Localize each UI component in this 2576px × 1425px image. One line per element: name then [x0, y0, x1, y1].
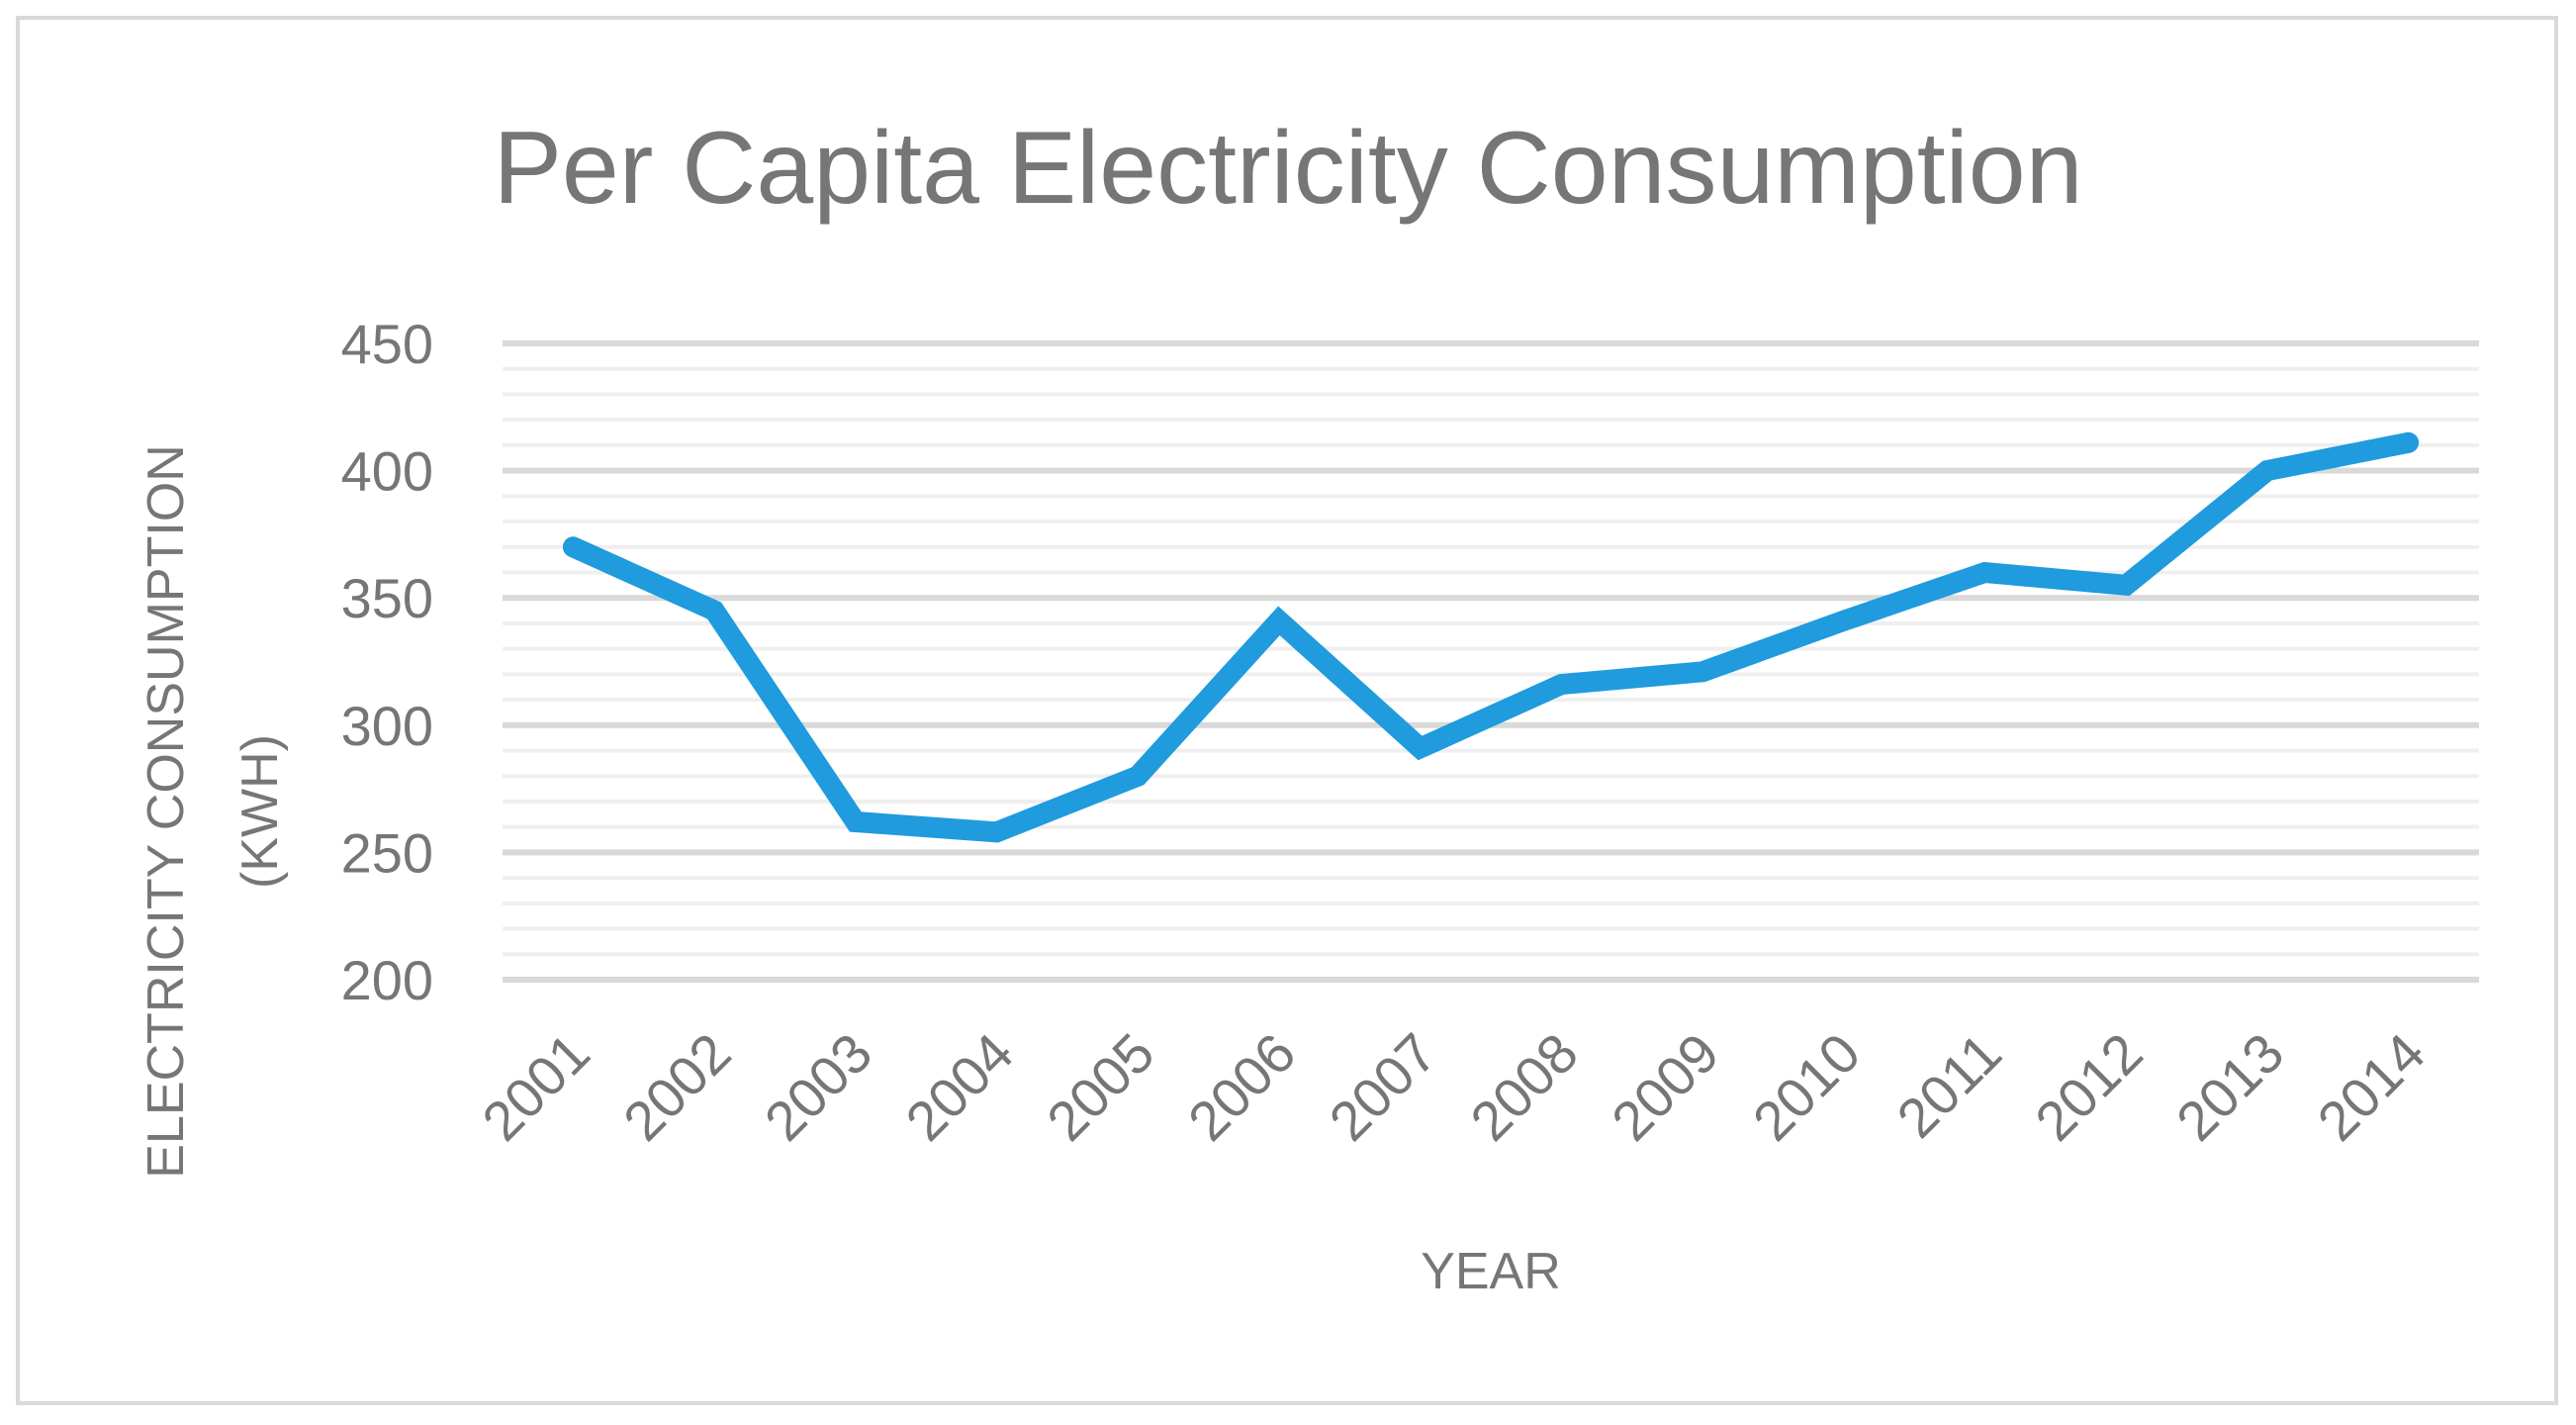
x-tick-label: 2003 — [753, 1021, 884, 1153]
y-axis-title-line-2: (KWH) — [231, 734, 289, 889]
chart-title: Per Capita Electricity Consumption — [494, 111, 2083, 226]
x-tick-label: 2006 — [1176, 1021, 1308, 1153]
y-tick-label: 200 — [341, 949, 433, 1011]
y-tick-label: 250 — [341, 821, 433, 884]
x-tick-label: 2004 — [893, 1021, 1025, 1153]
data-point — [854, 820, 857, 823]
data-point — [713, 610, 716, 613]
chart-frame — [16, 16, 2558, 1405]
x-tick-label: 2009 — [1600, 1021, 1731, 1153]
data-point — [572, 545, 575, 548]
data-point — [2407, 441, 2410, 444]
data-point — [1277, 619, 1280, 622]
x-tick-label: 2012 — [2023, 1021, 2155, 1153]
x-tick-label: 2001 — [470, 1021, 601, 1153]
x-tick-label: 2005 — [1035, 1021, 1166, 1153]
x-tick-label: 2013 — [2164, 1021, 2296, 1153]
series-layer — [562, 431, 2420, 843]
y-tick-label: 300 — [341, 695, 433, 757]
data-point — [1702, 670, 1704, 673]
y-axis-title-line-1: ELECTRICITY CONSUMPTION — [138, 444, 195, 1179]
y-axis-title: ELECTRICITY CONSUMPTION (KWH) — [138, 444, 289, 1179]
series-line — [562, 431, 2420, 843]
x-axis-ticks: 2001 2002 2003 2004 2005 2006 2007 2008 2009 2010… — [470, 1021, 2437, 1153]
x-tick-label: 2011 — [1885, 1021, 2013, 1150]
y-tick-label: 400 — [341, 440, 433, 503]
y-axis-ticks: 450 400 350 300 250 200 — [341, 313, 433, 1011]
y-tick-label: 350 — [341, 567, 433, 629]
x-axis-title: YEAR — [1421, 1243, 1561, 1300]
x-tick-label: 2002 — [611, 1021, 743, 1153]
x-tick-label: 2007 — [1317, 1021, 1448, 1153]
data-point — [1419, 746, 1422, 749]
x-tick-label: 2008 — [1458, 1021, 1590, 1153]
data-point — [1560, 683, 1563, 686]
data-point — [1842, 619, 1845, 622]
x-tick-label: 2010 — [1741, 1021, 1873, 1153]
data-point — [1983, 571, 1986, 574]
x-tick-label: 2014 — [2305, 1021, 2437, 1153]
data-point — [1137, 775, 1140, 778]
data-point — [995, 830, 998, 833]
y-tick-label: 450 — [341, 313, 433, 375]
data-point — [2265, 469, 2268, 472]
gridlines — [503, 340, 2479, 983]
data-point — [2125, 584, 2128, 587]
